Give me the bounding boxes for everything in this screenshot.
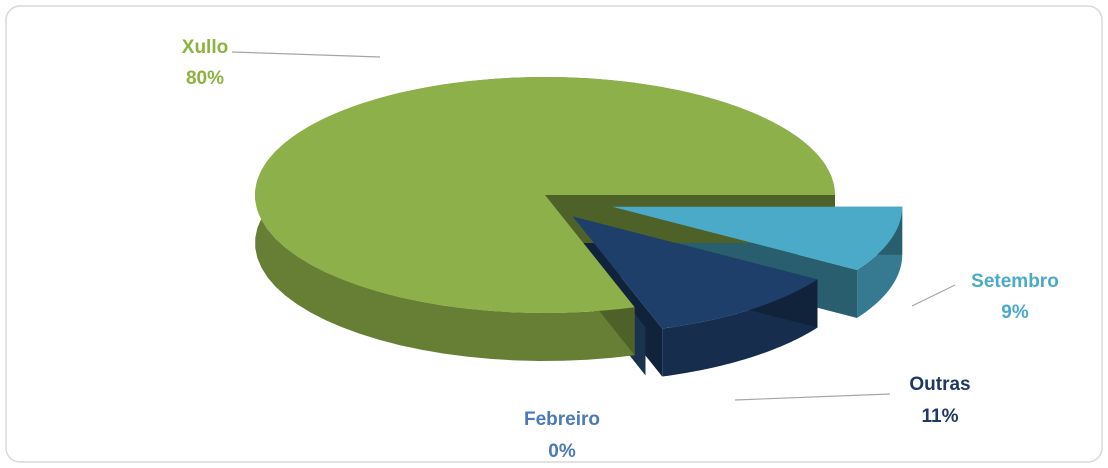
slice-side <box>857 206 903 318</box>
leader-line <box>231 51 381 58</box>
slice <box>572 216 818 329</box>
slice-value-label: 80% <box>186 68 224 89</box>
leader-line <box>911 284 956 307</box>
slice <box>254 76 835 314</box>
leader-line <box>734 393 891 401</box>
slice-label: Xullo <box>182 37 228 58</box>
slice <box>612 206 903 270</box>
slice-label: Outras <box>909 374 970 395</box>
slice-value-label: 11% <box>922 406 959 427</box>
slice-label: Febreiro <box>524 409 600 430</box>
slice-label: Setembro <box>971 271 1059 292</box>
slice-value-label: 9% <box>1001 302 1029 323</box>
slice-value-label: 0% <box>548 441 576 462</box>
